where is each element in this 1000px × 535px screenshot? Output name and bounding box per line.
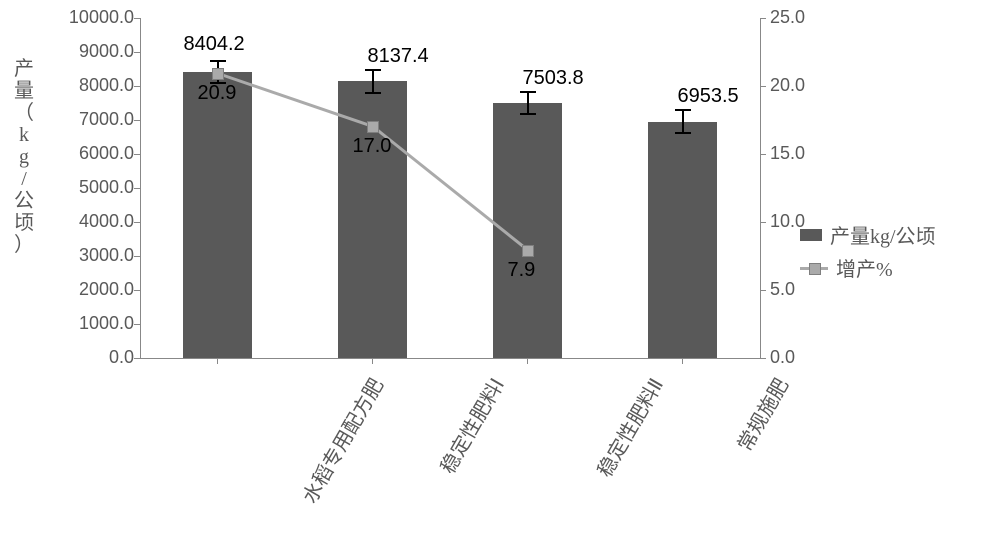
yleft-axis-title-char: 公 bbox=[12, 190, 36, 212]
x-tick bbox=[372, 358, 373, 364]
yright-axis-line bbox=[760, 18, 761, 358]
yleft-axis-title-char: ） bbox=[12, 234, 36, 256]
yleft-tick-label: 1000.0 bbox=[56, 313, 134, 334]
legend-swatch-line bbox=[800, 262, 828, 274]
yleft-tick-label: 3000.0 bbox=[56, 245, 134, 266]
yleft-tick bbox=[134, 154, 140, 155]
yleft-tick-label: 8000.0 bbox=[56, 75, 134, 96]
yright-tick-label: 15.0 bbox=[770, 143, 805, 164]
legend-row: 增产% bbox=[800, 253, 936, 282]
yleft-tick-label: 7000.0 bbox=[56, 109, 134, 130]
error-cap-top bbox=[365, 69, 381, 71]
line-value-label: 17.0 bbox=[353, 135, 392, 158]
yleft-tick bbox=[134, 188, 140, 189]
yright-tick-label: 0.0 bbox=[770, 347, 795, 368]
yleft-axis-title-char: 量 bbox=[12, 80, 36, 102]
yleft-axis-title-char: k bbox=[12, 124, 36, 146]
line-value-label: 20.9 bbox=[198, 82, 237, 105]
yright-tick bbox=[760, 86, 766, 87]
line-marker bbox=[522, 245, 534, 257]
error-cap-top bbox=[520, 91, 536, 93]
yleft-axis-title-char: / bbox=[12, 168, 36, 190]
bar bbox=[648, 122, 718, 358]
x-category-label: 稳定性肥料Ⅰ bbox=[431, 372, 509, 478]
x-tick bbox=[217, 358, 218, 364]
yleft-tick bbox=[134, 358, 140, 359]
legend: 产量kg/公顷增产% bbox=[800, 220, 936, 286]
yleft-tick bbox=[134, 290, 140, 291]
yleft-tick-label: 6000.0 bbox=[56, 143, 134, 164]
bar-value-label: 8137.4 bbox=[368, 45, 429, 68]
line-marker bbox=[367, 121, 379, 133]
yleft-axis-title-char: 产 bbox=[12, 58, 36, 80]
error-cap-top bbox=[210, 60, 226, 62]
bar-value-label: 8404.2 bbox=[184, 33, 245, 56]
yleft-tick bbox=[134, 222, 140, 223]
yleft-tick-label: 5000.0 bbox=[56, 177, 134, 198]
legend-swatch-bar bbox=[800, 229, 822, 241]
yright-tick-label: 5.0 bbox=[770, 279, 795, 300]
x-category-label: 水稻专用配方肥 bbox=[294, 372, 389, 508]
error-bar bbox=[682, 110, 684, 132]
x-tick bbox=[682, 358, 683, 364]
yleft-tick bbox=[134, 120, 140, 121]
yleft-tick-label: 4000.0 bbox=[56, 211, 134, 232]
yleft-axis-title-char: g bbox=[12, 146, 36, 168]
yleft-tick bbox=[134, 324, 140, 325]
yleft-axis-title: 产量（kg/公顷） bbox=[12, 58, 36, 256]
yright-tick-label: 20.0 bbox=[770, 75, 805, 96]
yright-tick-label: 25.0 bbox=[770, 7, 805, 28]
error-bar bbox=[527, 92, 529, 114]
yright-tick bbox=[760, 18, 766, 19]
yleft-axis-title-char: （ bbox=[12, 102, 36, 124]
yright-tick bbox=[760, 290, 766, 291]
yleft-tick-label: 0.0 bbox=[56, 347, 134, 368]
x-tick bbox=[527, 358, 528, 364]
yleft-tick bbox=[134, 18, 140, 19]
yleft-tick-label: 2000.0 bbox=[56, 279, 134, 300]
legend-row: 产量kg/公顷 bbox=[800, 220, 936, 249]
yright-tick bbox=[760, 222, 766, 223]
yleft-tick bbox=[134, 52, 140, 53]
bar-value-label: 6953.5 bbox=[678, 85, 739, 108]
legend-text: 产量kg/公顷 bbox=[830, 220, 936, 249]
error-cap-bottom bbox=[675, 132, 691, 134]
yright-tick bbox=[760, 154, 766, 155]
bar-value-label: 7503.8 bbox=[523, 67, 584, 90]
yleft-tick bbox=[134, 256, 140, 257]
yleft-tick bbox=[134, 86, 140, 87]
chart-stage: 0.0 1000.0 2000.0 3000.0 4000.0 5000.0 6000.0 7… bbox=[0, 0, 1000, 535]
yleft-tick-label: 10000.0 bbox=[56, 7, 134, 28]
yleft-axis-title-char: 顷 bbox=[12, 212, 36, 234]
error-cap-bottom bbox=[520, 113, 536, 115]
legend-text: 增产% bbox=[836, 253, 893, 282]
yright-tick bbox=[760, 358, 766, 359]
line-value-label: 7.9 bbox=[508, 259, 536, 282]
yleft-tick-label: 9000.0 bbox=[56, 41, 134, 62]
error-cap-top bbox=[675, 109, 691, 111]
line-marker bbox=[212, 68, 224, 80]
x-category-label: 稳定性肥料Ⅱ bbox=[588, 372, 668, 482]
bar bbox=[183, 72, 253, 358]
x-category-label: 常规施肥 bbox=[729, 372, 794, 456]
error-cap-bottom bbox=[365, 92, 381, 94]
error-bar bbox=[372, 70, 374, 92]
